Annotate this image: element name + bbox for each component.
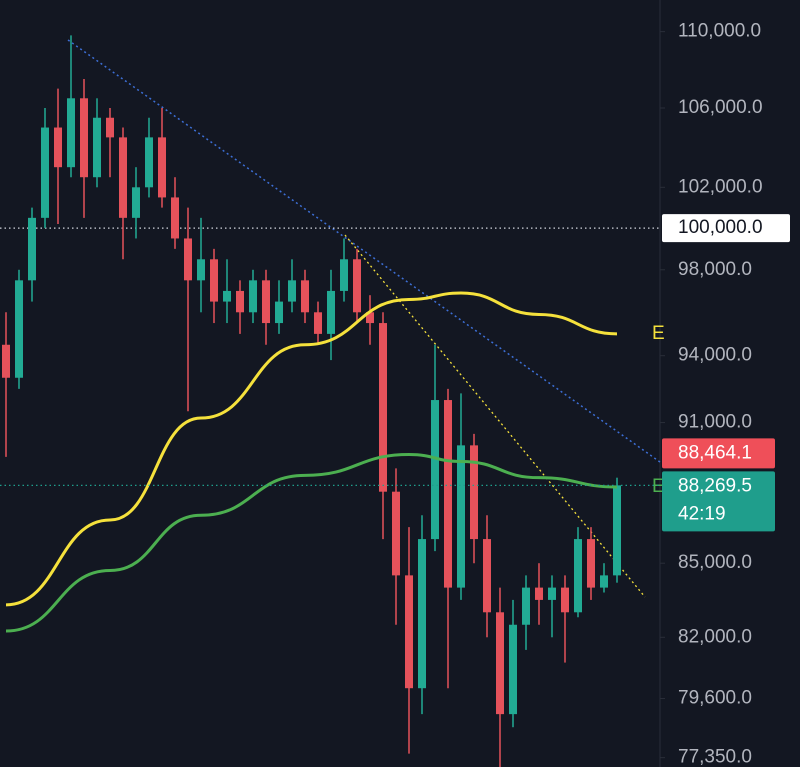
candle-body	[509, 624, 517, 715]
y-tick-label: 94,000.0	[678, 345, 752, 366]
y-tick-label: 82,000.0	[678, 626, 752, 647]
candle-body	[210, 259, 218, 302]
candle-body	[444, 400, 452, 588]
y-tick-label: 91,000.0	[678, 412, 752, 433]
y-tick-label: 98,000.0	[678, 259, 752, 280]
candle-body	[15, 280, 23, 378]
candle-body	[431, 400, 439, 540]
candle-body	[535, 587, 543, 600]
price-tag-label: 88,464.1	[678, 442, 752, 463]
candle-body	[522, 587, 530, 625]
price-tag	[662, 471, 775, 532]
legend-label: E	[652, 323, 665, 344]
candle-body	[28, 217, 36, 281]
candle-body	[67, 98, 75, 168]
candle-body	[574, 539, 582, 613]
candle-body	[340, 259, 348, 291]
candle-body	[314, 312, 322, 334]
price-tag-label: 88,269.5	[678, 475, 752, 496]
candle-body	[106, 117, 114, 138]
candle-body	[470, 445, 478, 540]
price-tag	[662, 438, 775, 469]
countdown-label: 42:19	[678, 503, 726, 524]
y-tick-label: 85,000.0	[678, 552, 752, 573]
candle-body	[301, 280, 309, 313]
candle-body	[483, 539, 491, 613]
candle-body	[249, 280, 257, 313]
candle-body	[93, 117, 101, 178]
candle-body	[405, 575, 413, 689]
plot-area: EE	[0, 35, 665, 767]
y-tick-label: 102,000.0	[678, 176, 763, 197]
candle-body	[288, 280, 296, 302]
candle-body	[561, 587, 569, 613]
candle-body	[119, 137, 127, 218]
candle-body	[600, 575, 608, 588]
candle-body	[613, 485, 621, 576]
legend-label: E	[652, 476, 665, 497]
candle-body	[223, 290, 231, 302]
candle-body	[197, 259, 205, 281]
candle-body	[353, 259, 361, 313]
candle-body	[41, 127, 49, 218]
candle-body	[496, 612, 504, 715]
candle-body	[236, 290, 244, 313]
candle-body	[327, 290, 335, 334]
candle-body	[80, 98, 88, 178]
candle-body	[275, 301, 283, 324]
level-label: 100,000.0	[678, 217, 763, 238]
ema-line	[5, 291, 618, 607]
candle-body	[392, 491, 400, 576]
candle-body	[184, 238, 192, 281]
y-tick-label: 77,350.0	[678, 747, 752, 767]
candle-body	[548, 587, 556, 600]
trendline	[344, 234, 646, 598]
candle-body	[132, 187, 140, 218]
y-tick-label: 110,000.0	[678, 21, 761, 42]
candle-body	[418, 539, 426, 689]
candle-body	[2, 344, 10, 378]
y-tick-label: 79,600.0	[678, 688, 752, 709]
candle-body	[158, 137, 166, 198]
candle-body	[587, 539, 595, 588]
candle-body	[145, 137, 153, 188]
ema-line	[5, 453, 618, 633]
level-tag	[662, 214, 790, 243]
candle-body	[379, 323, 387, 492]
trendline	[67, 39, 661, 463]
y-tick-label: 106,000.0	[678, 97, 763, 118]
price-axis: 110,000.0 106,000.0 102,000.0 98,000.0 94,00…	[660, 21, 790, 767]
candle-body	[366, 312, 374, 324]
candle-body	[171, 197, 179, 239]
candle-body	[262, 280, 270, 324]
candle-body	[54, 127, 62, 168]
candle-body	[457, 445, 465, 588]
